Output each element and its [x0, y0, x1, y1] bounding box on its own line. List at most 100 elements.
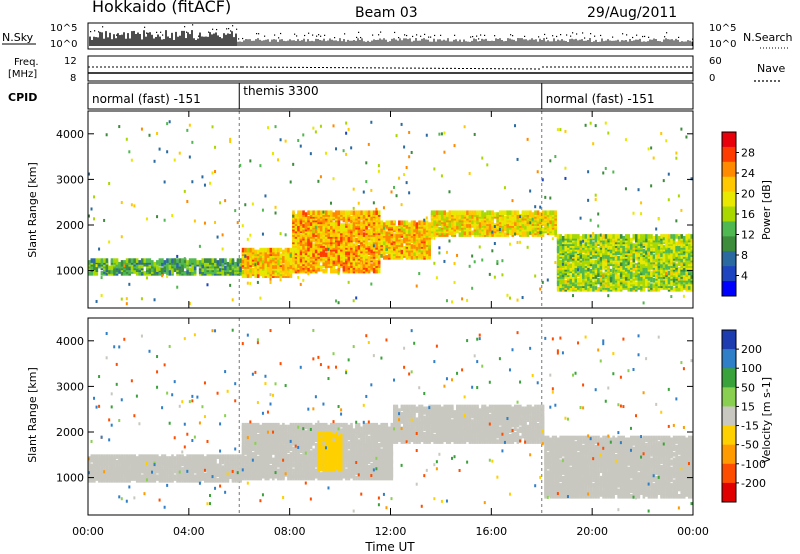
power-cell	[564, 176, 567, 180]
power-cell	[90, 258, 94, 263]
power-cell	[375, 210, 378, 216]
search-noise-sample	[316, 35, 318, 37]
power-cell	[264, 255, 268, 260]
power-cell	[350, 235, 353, 241]
power-cell	[617, 274, 620, 279]
velocity-cell	[135, 456, 139, 461]
power-cell	[413, 227, 416, 233]
power-cell	[380, 238, 384, 244]
power-cell	[511, 210, 515, 216]
power-cell	[521, 296, 524, 300]
power-cell	[335, 225, 338, 230]
power-cell	[266, 126, 269, 130]
power-cell	[249, 258, 252, 264]
power-cell	[259, 247, 263, 253]
cpid-label: CPID	[8, 91, 37, 104]
power-cell	[377, 266, 381, 272]
power-cell	[360, 265, 363, 270]
power-cell	[405, 220, 409, 226]
power-cell	[100, 294, 103, 298]
power-cell	[592, 234, 595, 239]
power-cell	[345, 266, 348, 272]
power-cell	[314, 241, 317, 245]
power-cell	[294, 263, 298, 268]
power-cell	[372, 252, 376, 257]
power-cell	[506, 293, 509, 297]
power-cell	[418, 220, 421, 226]
velocity-cell	[133, 454, 136, 459]
power-cell	[302, 210, 305, 216]
power-cell	[582, 254, 585, 259]
power-cell	[90, 207, 93, 211]
power-cell	[377, 248, 381, 254]
power-cell	[667, 234, 671, 239]
power-cell	[398, 176, 401, 180]
power-cell	[226, 261, 230, 267]
velocity-cell	[90, 454, 94, 459]
power-cell	[337, 215, 341, 221]
power-cell	[408, 227, 411, 233]
search-noise-sample	[678, 36, 680, 39]
velocity-cell	[90, 474, 94, 480]
power-cell	[650, 265, 653, 270]
power-cell	[209, 181, 211, 185]
power-cell	[529, 221, 532, 225]
power-cell	[690, 274, 694, 279]
velocity-cell	[100, 470, 104, 476]
power-cell	[680, 261, 683, 267]
power-cell	[687, 233, 690, 237]
power-cell	[577, 239, 580, 245]
power-cell	[176, 285, 179, 289]
power-cell	[221, 233, 224, 237]
power-cell	[115, 258, 119, 263]
power-cell	[289, 180, 292, 184]
power-cell	[496, 212, 499, 217]
power-cell	[657, 235, 661, 241]
power-cell	[307, 266, 310, 272]
power-cell	[516, 157, 519, 161]
power-cell	[594, 193, 597, 197]
power-cell	[319, 250, 323, 256]
power-cell	[405, 251, 409, 257]
power-cell	[408, 222, 411, 227]
power-cell	[266, 266, 270, 271]
power-cell	[372, 244, 375, 248]
power-cell	[584, 241, 588, 247]
power-cell	[501, 259, 504, 263]
power-cell	[352, 206, 355, 210]
power-cell	[415, 240, 418, 244]
power-cell	[629, 237, 633, 243]
power-cell	[599, 233, 602, 237]
power-cell	[569, 234, 573, 239]
power-cell	[574, 256, 578, 261]
power-cell	[335, 268, 338, 274]
power-cell	[360, 221, 363, 226]
power-cell	[269, 277, 272, 281]
power-cell	[448, 190, 451, 194]
power-cell	[105, 272, 108, 276]
power-cell	[100, 258, 104, 263]
power-cell	[476, 228, 479, 234]
power-cell	[556, 279, 560, 285]
power-cell	[277, 158, 280, 162]
power-cell	[599, 256, 603, 261]
power-cell	[622, 259, 626, 265]
power-cell	[246, 281, 249, 285]
power-cell	[564, 129, 567, 133]
power-cell	[352, 217, 356, 223]
power-cell	[317, 243, 320, 248]
power-cell	[516, 298, 519, 302]
power-cell	[355, 245, 358, 250]
power-cell	[393, 224, 396, 229]
power-cell	[113, 258, 116, 263]
power-cell	[642, 259, 646, 265]
power-cell	[105, 258, 109, 263]
power-cell	[529, 228, 532, 234]
power-cell	[322, 261, 326, 267]
power-cell	[559, 279, 562, 285]
power-cell	[622, 263, 626, 268]
search-noise-sample	[324, 34, 326, 36]
power-cell	[118, 125, 121, 129]
velocity-cell	[125, 499, 128, 503]
power-cell	[327, 247, 330, 251]
